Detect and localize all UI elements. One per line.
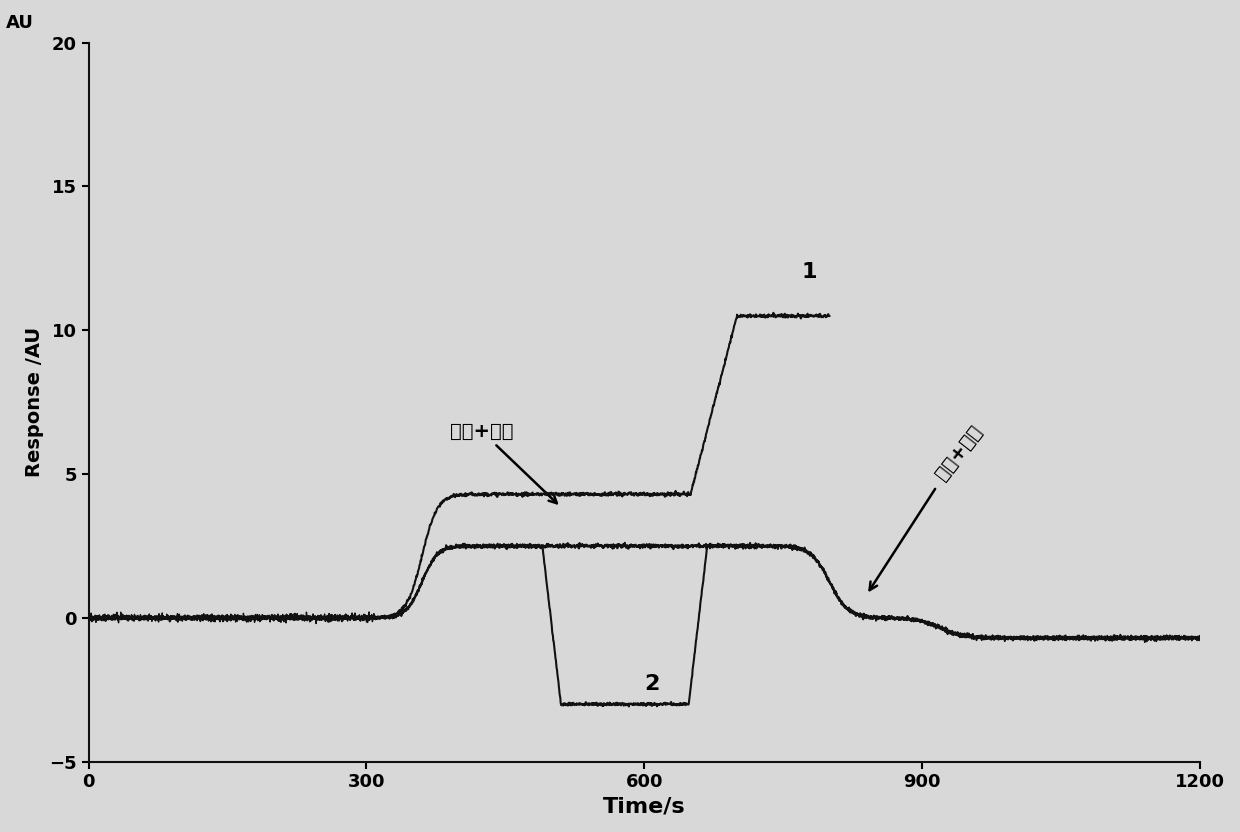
Text: 2: 2 bbox=[645, 674, 660, 694]
Y-axis label: Response /AU: Response /AU bbox=[25, 327, 43, 478]
Text: 结合+催化: 结合+催化 bbox=[450, 422, 557, 503]
Text: 解离+催化: 解离+催化 bbox=[869, 422, 986, 590]
X-axis label: Time/s: Time/s bbox=[603, 797, 686, 817]
Text: AU: AU bbox=[6, 14, 33, 32]
Text: 1: 1 bbox=[802, 262, 817, 282]
